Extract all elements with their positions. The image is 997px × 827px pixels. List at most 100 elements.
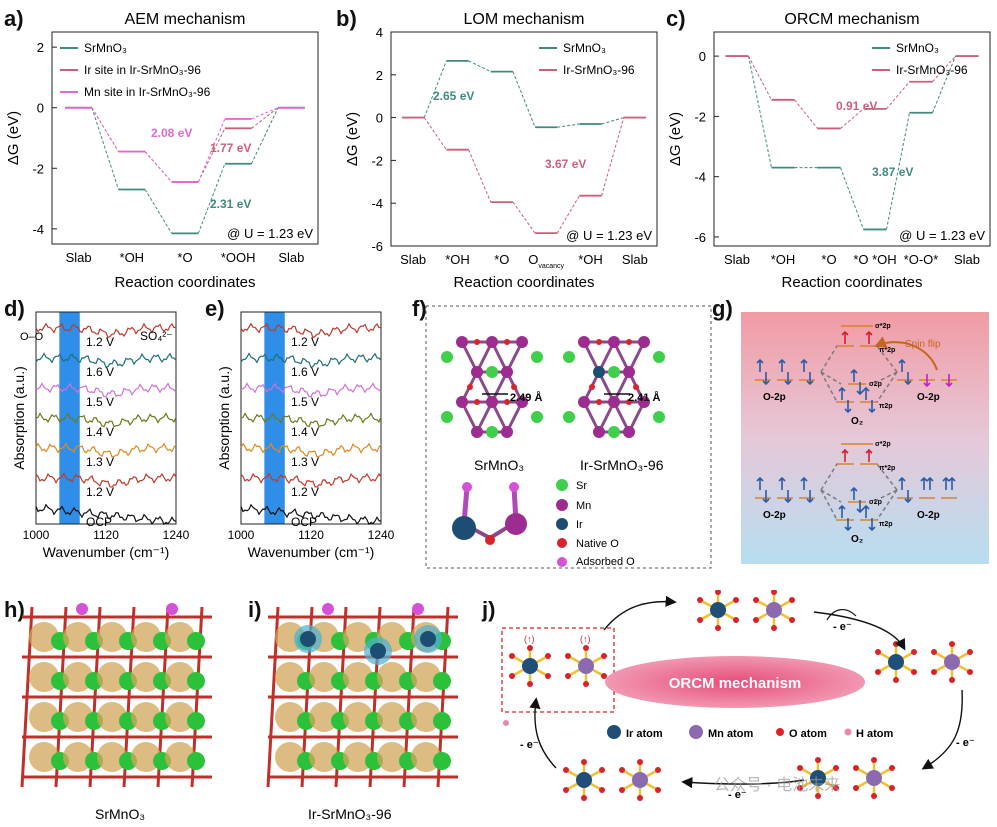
cycle-intermediate xyxy=(509,645,607,687)
correlation-line xyxy=(820,463,838,491)
o-atom xyxy=(509,673,515,679)
x-tick-label: 1120 xyxy=(298,528,324,542)
legend-label: Mn site in Ir-SrMnO₃-96 xyxy=(84,85,211,99)
o-atom xyxy=(633,384,639,390)
charge-isosurface xyxy=(131,742,161,772)
plot-frame xyxy=(390,31,658,247)
condition-label: @ U = 1.23 eV xyxy=(899,228,985,243)
charge-isosurface xyxy=(29,662,59,692)
charge-isosurface xyxy=(131,662,161,692)
o2p-left: O-2p xyxy=(763,510,786,521)
o-atom xyxy=(527,645,533,651)
o-atom xyxy=(715,625,721,631)
x-tick-label: 1000 xyxy=(23,528,50,542)
y-axis-label: ΔG (eV) xyxy=(667,112,684,166)
panel-j-legend: Ir atom Mn atom O atom H atom xyxy=(607,725,894,740)
o-atom xyxy=(833,785,839,791)
panel-label-b: b) xyxy=(336,6,357,31)
sr-atom xyxy=(531,351,543,363)
spectrum-line xyxy=(240,472,382,488)
sr-atom xyxy=(187,632,205,650)
metal-atom xyxy=(578,396,590,408)
electron-label-3: - e⁻ xyxy=(728,789,747,801)
spin-flip-label: Spin flip xyxy=(905,339,941,350)
x-tick-label: *OH xyxy=(771,252,796,267)
electron-label-1: - e⁻ xyxy=(833,621,852,633)
structure-panel-f: 2.49 Å 2.41 Å SrMnO₃ Ir-SrMnO₃-96 Sr Mn … xyxy=(425,305,712,569)
o2-label: O₂ xyxy=(851,534,863,545)
orbital-label: π2p xyxy=(879,403,893,410)
o-atom xyxy=(655,767,661,773)
cycle-intermediate xyxy=(875,641,973,683)
metal-atom xyxy=(623,426,635,438)
o-atom xyxy=(637,795,643,801)
o2p-right: O-2p xyxy=(917,510,940,521)
x-tick-label: *OH xyxy=(120,250,145,265)
metal-atom xyxy=(576,772,592,788)
energy-connector xyxy=(251,107,279,164)
o-atom xyxy=(509,653,515,659)
metal-atom xyxy=(623,366,635,378)
o-atom xyxy=(889,785,895,791)
y-tick-label: -4 xyxy=(371,196,383,211)
spin-up-right: (↑) xyxy=(580,634,591,644)
correlation-line xyxy=(820,489,838,521)
o-atom xyxy=(815,793,821,799)
o-atom xyxy=(589,384,595,390)
spectrum-line xyxy=(240,503,382,526)
charge-density-srmno3: SrMnO₃ xyxy=(20,603,212,822)
orbital-diagram-g: O-2p O-2p σ*2p π*2p σ2p π2p O₂ O-2p O-2p σ*2p π*2… xyxy=(741,312,989,564)
charge-isosurface xyxy=(343,662,373,692)
o-atom xyxy=(583,681,589,687)
y-tick-label: -6 xyxy=(694,230,706,245)
legend-h-atom: H atom xyxy=(856,728,894,740)
y-tick-label: -2 xyxy=(32,161,44,176)
panel-label-a: a) xyxy=(4,6,24,31)
metal-atom xyxy=(766,602,782,618)
x-tick-label: Slab xyxy=(66,250,92,265)
y-tick-label: -4 xyxy=(694,170,706,185)
sr-atom xyxy=(433,712,451,730)
o2p-right: O-2p xyxy=(917,392,940,403)
legend-label: Ir-SrMnO₃-96 xyxy=(563,63,635,77)
metal-atom xyxy=(593,426,605,438)
o-atom xyxy=(601,653,607,659)
correlation-line xyxy=(820,371,842,385)
charge-isosurface xyxy=(411,662,441,692)
spectrum-label: 1.2 V xyxy=(86,485,114,499)
energy-connector xyxy=(748,55,772,101)
watermark: 公众号 · 电池未来 xyxy=(714,776,840,794)
metal-atom xyxy=(632,772,648,788)
initial-state-box xyxy=(501,627,615,713)
metal-atom xyxy=(486,336,498,348)
charge-isosurface xyxy=(29,622,59,652)
o-atom xyxy=(875,669,881,675)
oo-annotation: O–O xyxy=(20,331,44,343)
sr-atom xyxy=(608,426,620,438)
energy-connector xyxy=(512,201,536,234)
x-axis-label: Reaction coordinates xyxy=(454,274,595,291)
orbital-label: π2p xyxy=(879,521,893,528)
annotation: 0.91 eV xyxy=(836,99,877,113)
o-atom xyxy=(619,767,625,773)
adsorbed-o xyxy=(76,603,88,615)
x-tick-label: *OH xyxy=(445,252,470,267)
panel-f-frame xyxy=(425,305,712,569)
ir-srmno3-structure xyxy=(563,336,665,438)
metal-atom xyxy=(710,602,726,618)
caption-srmno3: SrMnO₃ xyxy=(474,457,524,473)
charge-isosurface xyxy=(411,742,441,772)
o-atom xyxy=(563,787,569,793)
spectrum-line xyxy=(35,412,177,428)
o-atom xyxy=(893,677,899,683)
orbital-label: σ*2p xyxy=(875,441,891,448)
charge-isosurface xyxy=(97,622,127,652)
o-atom xyxy=(511,384,517,390)
x-axis-label: Reaction coordinates xyxy=(115,274,256,291)
metal-atom xyxy=(638,336,650,348)
charge-isosurface xyxy=(377,702,407,732)
spectrum-line xyxy=(35,382,177,398)
x-tick-label: Slab xyxy=(278,250,304,265)
annotation: 3.67 eV xyxy=(545,157,586,171)
energy-connector xyxy=(556,195,580,234)
